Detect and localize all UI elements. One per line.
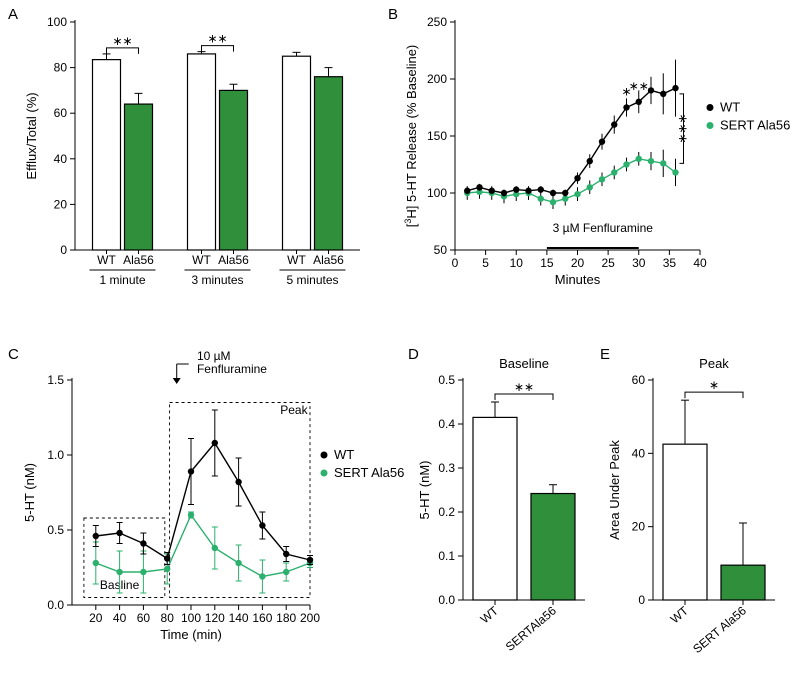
panel-label-a: A xyxy=(8,6,18,23)
svg-text:180: 180 xyxy=(276,611,296,625)
svg-text:5: 5 xyxy=(482,256,489,270)
svg-text:100: 100 xyxy=(427,186,447,200)
svg-text:60: 60 xyxy=(632,373,646,387)
svg-text:100: 100 xyxy=(181,611,201,625)
svg-text:3 minutes: 3 minutes xyxy=(191,273,243,287)
svg-text:[3H] 5-HT Release (% Baseline): [3H] 5-HT Release (% Baseline) xyxy=(403,45,419,228)
panel-label-b: B xyxy=(388,6,398,23)
svg-text:150: 150 xyxy=(427,129,447,143)
svg-text:∗∗: ∗∗ xyxy=(629,79,649,93)
svg-text:200: 200 xyxy=(300,611,320,625)
svg-text:Area Under Peak: Area Under Peak xyxy=(607,440,622,540)
svg-text:Time (min): Time (min) xyxy=(160,627,222,642)
svg-text:0: 0 xyxy=(638,593,645,607)
svg-text:250: 250 xyxy=(427,15,447,29)
svg-text:140: 140 xyxy=(229,611,249,625)
chart-d: 0.0 0.1 0.2 0.3 0.4 0.5 5-HT (nM) Baseline ∗∗ WTS… xyxy=(415,340,600,665)
svg-text:10: 10 xyxy=(510,256,524,270)
svg-text:40: 40 xyxy=(632,446,646,460)
svg-text:Efflux/Total (%): Efflux/Total (%) xyxy=(24,92,39,179)
svg-text:0.1: 0.1 xyxy=(438,549,455,563)
svg-text:0.0: 0.0 xyxy=(47,598,64,612)
svg-text:20: 20 xyxy=(54,197,68,211)
svg-text:WT: WT xyxy=(97,253,116,267)
svg-text:20: 20 xyxy=(632,520,646,534)
svg-text:0.0: 0.0 xyxy=(438,593,455,607)
svg-text:0.5: 0.5 xyxy=(438,373,455,387)
svg-text:5-HT (nM): 5-HT (nM) xyxy=(417,461,432,520)
svg-text:WT: WT xyxy=(192,253,211,267)
svg-text:1.0: 1.0 xyxy=(47,448,64,462)
svg-text:200: 200 xyxy=(427,72,447,86)
svg-text:60: 60 xyxy=(54,106,68,120)
svg-text:Ala56: Ala56 xyxy=(218,253,249,267)
svg-text:5 minutes: 5 minutes xyxy=(286,273,338,287)
svg-text:Ala56: Ala56 xyxy=(123,253,154,267)
svg-text:160: 160 xyxy=(252,611,272,625)
panel-label-c: C xyxy=(8,346,19,363)
svg-text:3 µM Fenfluramine: 3 µM Fenfluramine xyxy=(553,221,654,235)
svg-text:1 minute: 1 minute xyxy=(99,273,145,287)
svg-text:10 µM: 10 µM xyxy=(197,349,231,363)
svg-text:Peak: Peak xyxy=(699,356,729,371)
svg-text:Fenfluramine: Fenfluramine xyxy=(197,362,267,376)
svg-text:SERTAla56: SERTAla56 xyxy=(503,603,559,654)
svg-text:∗∗: ∗∗ xyxy=(514,380,534,394)
svg-text:100: 100 xyxy=(47,15,67,29)
svg-text:WT: WT xyxy=(334,447,354,462)
svg-text:35: 35 xyxy=(663,256,677,270)
svg-text:WT: WT xyxy=(287,253,306,267)
svg-text:Minutes: Minutes xyxy=(555,272,601,287)
svg-text:0.4: 0.4 xyxy=(438,417,455,431)
svg-text:SERT Ala56: SERT Ala56 xyxy=(720,118,790,133)
svg-text:20: 20 xyxy=(89,611,103,625)
svg-text:SERT Ala56: SERT Ala56 xyxy=(690,603,749,656)
svg-text:WT: WT xyxy=(720,100,740,115)
svg-text:80: 80 xyxy=(161,611,175,625)
svg-text:∗∗∗: ∗∗∗ xyxy=(676,114,690,144)
svg-text:5-HT (nM): 5-HT (nM) xyxy=(22,463,37,522)
svg-text:∗: ∗ xyxy=(709,378,719,392)
svg-text:40: 40 xyxy=(113,611,127,625)
svg-text:60: 60 xyxy=(137,611,151,625)
svg-text:15: 15 xyxy=(540,256,554,270)
svg-text:0: 0 xyxy=(452,256,459,270)
svg-text:0: 0 xyxy=(60,243,67,257)
svg-text:20: 20 xyxy=(571,256,585,270)
svg-text:0.3: 0.3 xyxy=(438,461,455,475)
svg-text:1.5: 1.5 xyxy=(47,373,64,387)
chart-a: 0 20 40 60 80 100 Efflux/Total (%) ∗∗ WT Ala56 1 m… xyxy=(20,0,370,320)
chart-c: 0.0 0.5 1.0 1.5 20 40 60 80 100 120 140160 180 200 5-… xyxy=(20,340,410,670)
svg-text:40: 40 xyxy=(54,152,68,166)
svg-text:Ala56: Ala56 xyxy=(313,253,344,267)
svg-text:80: 80 xyxy=(54,61,68,75)
svg-text:Baseline: Baseline xyxy=(499,356,549,371)
svg-text:SERT Ala56: SERT Ala56 xyxy=(334,465,404,480)
chart-b: 50 100 150 200 250 0 5 10 15 20 25 30 35 40 [3H] 5-HT … xyxy=(400,0,795,320)
svg-text:0.2: 0.2 xyxy=(438,505,455,519)
svg-text:∗∗: ∗∗ xyxy=(112,34,132,48)
chart-e: 0 20 40 60 Area Under Peak Peak ∗ WTSERT Ala56 xyxy=(605,340,795,665)
svg-text:WT: WT xyxy=(478,603,502,626)
svg-text:WT: WT xyxy=(668,603,692,626)
svg-text:30: 30 xyxy=(632,256,646,270)
svg-text:∗∗: ∗∗ xyxy=(207,32,227,46)
svg-text:40: 40 xyxy=(693,256,707,270)
svg-text:50: 50 xyxy=(434,243,448,257)
svg-text:Peak: Peak xyxy=(280,403,308,417)
svg-text:0.5: 0.5 xyxy=(47,523,64,537)
svg-text:120: 120 xyxy=(205,611,225,625)
svg-text:25: 25 xyxy=(601,256,615,270)
